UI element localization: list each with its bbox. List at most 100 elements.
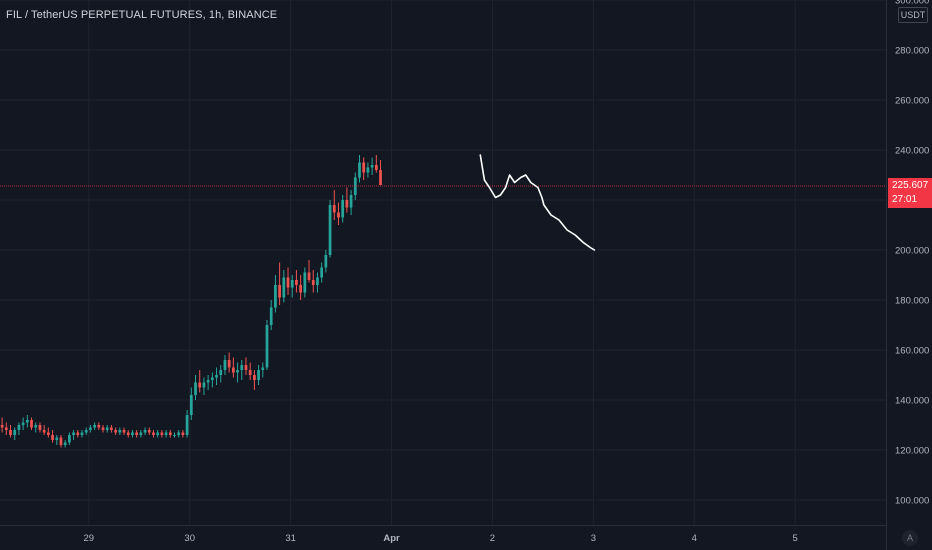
candle	[253, 375, 256, 380]
candle	[63, 442, 67, 445]
candle	[68, 435, 71, 443]
candle	[42, 430, 46, 433]
candle	[185, 415, 189, 435]
candle	[328, 205, 332, 255]
candle	[269, 307, 273, 325]
candle	[46, 432, 50, 435]
candle	[118, 430, 122, 433]
candle	[101, 427, 105, 430]
candle	[240, 365, 244, 370]
candle	[131, 432, 134, 435]
candle	[55, 437, 59, 440]
y-tick-label: 300.000	[895, 0, 929, 7]
candle	[219, 370, 223, 375]
candle	[320, 267, 324, 278]
y-tick-label: 120.000	[895, 446, 929, 457]
candle	[227, 360, 231, 368]
candle	[353, 177, 357, 195]
candle	[89, 427, 92, 430]
candle	[168, 432, 172, 435]
projection-drawing	[479, 154, 596, 251]
y-tick-label: 140.000	[895, 396, 929, 407]
y-tick-label: 240.000	[895, 146, 929, 157]
candle	[265, 325, 269, 368]
candle	[379, 170, 382, 185]
candle	[370, 165, 374, 168]
candle	[274, 285, 277, 308]
candle	[160, 432, 164, 435]
candle	[181, 432, 185, 435]
x-tick-label: 2	[490, 533, 495, 544]
candle	[173, 435, 176, 436]
candle	[72, 432, 75, 435]
candle	[25, 420, 29, 423]
candle	[206, 380, 210, 383]
candle	[299, 285, 302, 293]
candle	[362, 162, 366, 173]
auto-scale-button[interactable]: A	[902, 530, 918, 546]
candle	[332, 205, 336, 213]
currency-badge[interactable]: USDT	[898, 7, 928, 23]
x-tick-label: 31	[285, 533, 296, 544]
candle	[9, 430, 12, 435]
candle	[30, 420, 33, 428]
candle	[135, 432, 139, 435]
candle	[215, 375, 218, 378]
symbol-title[interactable]: FIL / TetherUS PERPETUAL FUTURES, 1h, BI…	[6, 9, 278, 21]
bar-countdown: 27:01	[892, 194, 918, 205]
candle	[244, 365, 248, 370]
candle	[105, 427, 109, 430]
candle	[307, 272, 311, 280]
candle	[93, 425, 96, 428]
candle	[80, 432, 84, 435]
candle	[164, 432, 168, 435]
candle	[13, 430, 17, 435]
candle	[34, 425, 38, 428]
candle	[17, 425, 21, 430]
candle	[139, 432, 143, 435]
candle	[374, 165, 378, 170]
y-tick-label: 180.000	[895, 296, 929, 307]
candle	[51, 435, 54, 440]
candle	[177, 432, 181, 435]
candle	[324, 255, 328, 268]
candle	[295, 280, 298, 285]
candle	[152, 432, 155, 435]
last-price-tag: 225.607 27:01	[888, 178, 932, 208]
candle	[337, 212, 340, 218]
candle	[194, 382, 197, 395]
candle	[341, 200, 345, 218]
candle	[0, 425, 4, 428]
y-tick-label: 200.000	[895, 246, 929, 257]
candle	[358, 162, 361, 178]
x-tick-label: 4	[692, 533, 697, 544]
candle	[316, 277, 319, 285]
x-tick-label: 30	[184, 533, 195, 544]
candle	[248, 370, 252, 375]
candle	[345, 200, 349, 208]
candle	[231, 367, 235, 373]
candle	[257, 370, 260, 380]
candle	[110, 427, 113, 430]
x-tick-label: 29	[84, 533, 95, 544]
candle	[366, 167, 370, 173]
candle	[261, 367, 265, 370]
candle	[223, 360, 227, 370]
y-tick-label: 260.000	[895, 96, 929, 107]
candle	[198, 382, 202, 388]
y-tick-label: 100.000	[895, 496, 929, 507]
candle	[210, 377, 214, 380]
last-price-value: 225.607	[892, 180, 929, 191]
y-tick-label: 160.000	[895, 346, 929, 357]
x-tick-label: 5	[793, 533, 798, 544]
candle	[303, 272, 307, 293]
candle	[114, 430, 117, 433]
x-tick-label: Apr	[383, 533, 400, 544]
candle	[189, 395, 193, 415]
y-tick-label: 280.000	[895, 46, 929, 57]
candle	[4, 427, 8, 430]
candle	[59, 437, 63, 445]
candle	[236, 370, 239, 373]
